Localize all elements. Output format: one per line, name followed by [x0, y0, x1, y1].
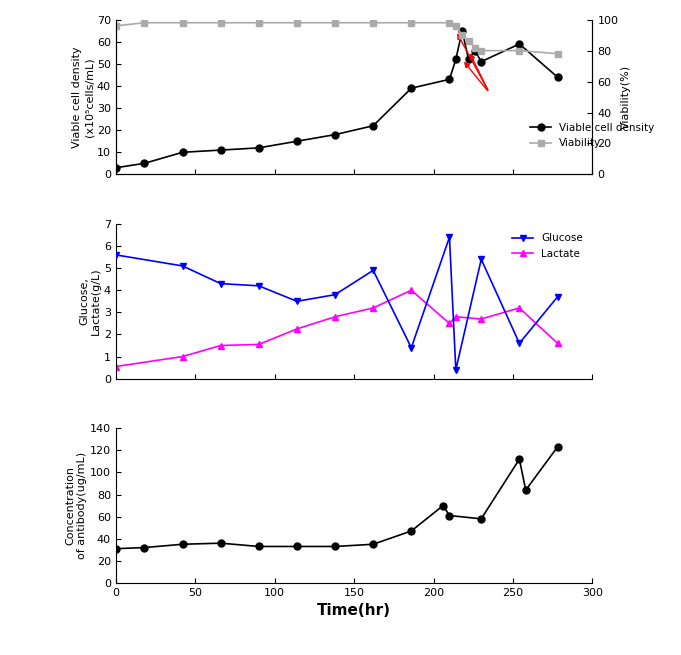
Viable cell density	[369, 122, 377, 130]
Y-axis label: Concentration
of antibody(ug/mL): Concentration of antibody(ug/mL)	[65, 452, 87, 559]
Viability	[458, 31, 466, 39]
Viable cell density	[471, 47, 479, 54]
X-axis label: Time(hr): Time(hr)	[317, 603, 391, 618]
Glucose	[293, 297, 301, 305]
Lactate	[445, 320, 454, 328]
Lactate	[293, 325, 301, 333]
Viability	[452, 22, 460, 29]
Viability	[445, 19, 454, 27]
Lactate	[178, 352, 187, 360]
Viability	[516, 47, 524, 54]
Glucose	[445, 233, 454, 241]
Viability	[112, 22, 120, 29]
Viability	[464, 37, 473, 45]
Viability	[554, 50, 562, 58]
Glucose	[217, 280, 225, 288]
Glucose	[178, 262, 187, 270]
Viability	[293, 19, 301, 27]
Y-axis label: Glucose,
Lactate(g/L): Glucose, Lactate(g/L)	[80, 267, 101, 335]
Viability	[471, 44, 479, 52]
Lactate	[516, 304, 524, 312]
Viable cell density	[112, 164, 120, 172]
Glucose	[477, 255, 486, 263]
Lactate	[255, 341, 263, 348]
Line: Lactate: Lactate	[112, 287, 561, 370]
Legend: Glucose, Lactate: Glucose, Lactate	[508, 229, 587, 263]
Lactate	[452, 313, 460, 321]
Glucose	[407, 344, 415, 352]
Glucose	[255, 282, 263, 290]
Viability	[477, 47, 486, 54]
Viable cell density	[477, 58, 486, 66]
Line: Viability: Viability	[112, 19, 561, 57]
Viability	[217, 19, 225, 27]
Viability	[178, 19, 187, 27]
Viable cell density	[464, 56, 473, 64]
Viable cell density	[331, 131, 339, 139]
Viability	[140, 19, 148, 27]
Lactate	[369, 304, 377, 312]
Glucose	[331, 291, 339, 299]
Glucose	[452, 366, 460, 374]
Viable cell density	[554, 73, 562, 81]
Lactate	[331, 313, 339, 321]
Glucose	[369, 267, 377, 274]
Glucose	[516, 339, 524, 347]
Line: Glucose: Glucose	[112, 234, 561, 373]
Viable cell density	[217, 146, 225, 154]
Glucose	[112, 251, 120, 259]
Viability	[407, 19, 415, 27]
Viable cell density	[293, 138, 301, 145]
Viability	[369, 19, 377, 27]
Legend: Viable cell density, Viability: Viable cell density, Viability	[526, 119, 659, 153]
Viability	[255, 19, 263, 27]
Glucose	[554, 293, 562, 301]
Viable cell density	[516, 40, 524, 48]
Viable cell density	[140, 159, 148, 167]
Viable cell density	[445, 75, 454, 83]
Viable cell density	[407, 84, 415, 92]
Lactate	[112, 363, 120, 371]
Y-axis label: Viability(%): Viability(%)	[621, 65, 631, 129]
Lactate	[554, 339, 562, 347]
Line: Viable cell density: Viable cell density	[112, 28, 561, 171]
Viable cell density	[255, 144, 263, 152]
Y-axis label: Viable cell density
(x10⁵cells/mL): Viable cell density (x10⁵cells/mL)	[72, 47, 94, 148]
Viable cell density	[178, 149, 187, 157]
Lactate	[477, 315, 486, 323]
Viable cell density	[452, 56, 460, 64]
Lactate	[407, 286, 415, 294]
Lactate	[217, 342, 225, 350]
Viable cell density	[458, 27, 466, 35]
Viability	[331, 19, 339, 27]
